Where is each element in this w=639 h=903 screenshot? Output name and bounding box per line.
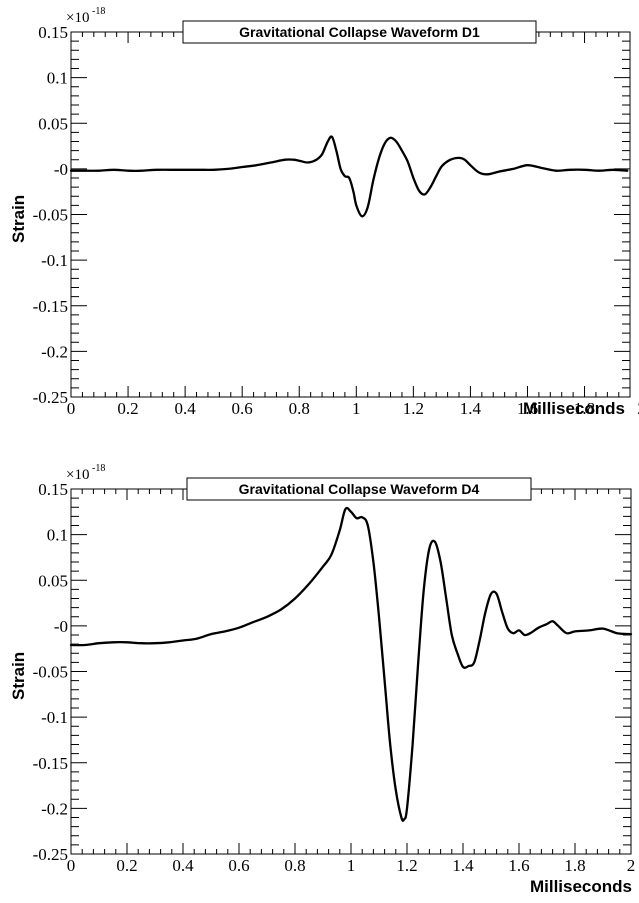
y-exponent-base-d4: ×10 bbox=[66, 467, 89, 483]
waveform-line-d4 bbox=[69, 506, 633, 822]
y-tick-label: 0.05 bbox=[38, 571, 68, 590]
x-tick-label: 1.6 bbox=[508, 856, 529, 875]
y-tick-label: -0.25 bbox=[33, 388, 68, 407]
y-tick-label: -0.15 bbox=[33, 297, 68, 316]
x-tick-label: 1 bbox=[347, 856, 356, 875]
x-tick-label: 1.4 bbox=[452, 856, 474, 875]
axis-ticks-d4 bbox=[70, 488, 632, 855]
y-tick-label: -0.2 bbox=[41, 799, 68, 818]
y-tick-label: 0.1 bbox=[47, 526, 68, 545]
x-tick-label: 0.2 bbox=[116, 856, 137, 875]
x-tick-label: 0.6 bbox=[228, 856, 249, 875]
y-tick-label: -0.2 bbox=[41, 342, 68, 361]
y-tick-label: -0.1 bbox=[41, 708, 68, 727]
x-tick-label: 1.8 bbox=[564, 856, 585, 875]
y-tick-label: 0.15 bbox=[38, 480, 68, 499]
y-axis-title-d4: Strain bbox=[9, 652, 28, 700]
x-tick-label: 2 bbox=[637, 399, 639, 418]
x-axis-title-d1: Milliseconds bbox=[523, 399, 625, 418]
waveform-line-d1 bbox=[69, 135, 629, 218]
x-tick-labels-d4: 0 0.2 0.4 0.6 0.8 1 1.2 1.4 1.6 1.8 2 bbox=[67, 856, 636, 875]
x-tick-label: 1.4 bbox=[460, 399, 482, 418]
x-tick-label: 0 bbox=[67, 399, 76, 418]
x-tick-label: 1.8 bbox=[574, 399, 595, 418]
x-axis-title-d4: Milliseconds bbox=[530, 877, 632, 896]
x-tick-label: 0.8 bbox=[284, 856, 305, 875]
x-tick-label: 1.2 bbox=[403, 399, 424, 418]
y-tick-label: 0.05 bbox=[38, 114, 68, 133]
x-tick-label: 0.2 bbox=[117, 399, 138, 418]
y-exponent-power-d4: -18 bbox=[92, 463, 105, 474]
x-tick-label: 2 bbox=[627, 856, 636, 875]
chart-title-box-d1 bbox=[182, 20, 537, 44]
y-axis-title-d1: Strain bbox=[9, 195, 28, 243]
y-tick-labels-d1: -0.25 -0.2 -0.15 -0.1 -0.05 -0 0.05 0.1 0.15 bbox=[33, 23, 68, 407]
x-tick-label: 1.6 bbox=[517, 399, 538, 418]
x-tick-label: 0.6 bbox=[232, 399, 253, 418]
x-tick-label: 1.2 bbox=[396, 856, 417, 875]
y-tick-label: -0 bbox=[54, 160, 68, 179]
chart-title-d4: Gravitational Collapse Waveform D4 bbox=[239, 481, 480, 497]
y-tick-label: -0.15 bbox=[33, 754, 68, 773]
y-tick-label: -0.05 bbox=[33, 663, 68, 682]
chart-title-box-d4 bbox=[186, 477, 532, 501]
y-tick-label: -0.25 bbox=[33, 845, 68, 864]
y-tick-label: -0.1 bbox=[41, 251, 68, 270]
chart-title-d1: Gravitational Collapse Waveform D1 bbox=[239, 24, 480, 40]
y-tick-label: 0.15 bbox=[38, 23, 68, 42]
chart-panel-d4: 0 0.2 0.4 0.6 0.8 1 1.2 1.4 1.6 1.8 2 -0.25-0.2-0.… bbox=[9, 463, 635, 896]
y-tick-label: 0.1 bbox=[47, 69, 68, 88]
y-exponent-base-d1: ×10 bbox=[66, 10, 89, 26]
x-tick-label: 0.4 bbox=[172, 856, 194, 875]
y-tick-label: -0 bbox=[54, 617, 68, 636]
y-tick-label: -0.05 bbox=[33, 206, 68, 225]
y-exponent-power-d1: -18 bbox=[92, 6, 105, 17]
y-tick-labels-d4: -0.25 -0.2 -0.15 -0.1 -0.05 -0 0.05 0.1 0.15 bbox=[33, 480, 68, 864]
x-tick-label: 0 bbox=[67, 856, 76, 875]
x-tick-label: 0.8 bbox=[289, 399, 310, 418]
x-tick-label: 1 bbox=[352, 399, 361, 418]
chart-panel-d1: 00.20.40.60.811.21.41.61.82 -0.25-0.2-0.… bbox=[9, 6, 639, 418]
x-tick-labels-d1: 0 0.2 0.4 0.6 0.8 1 1.2 1.4 1.6 1.8 2 bbox=[67, 399, 639, 418]
x-tick-label: 0.4 bbox=[174, 399, 196, 418]
